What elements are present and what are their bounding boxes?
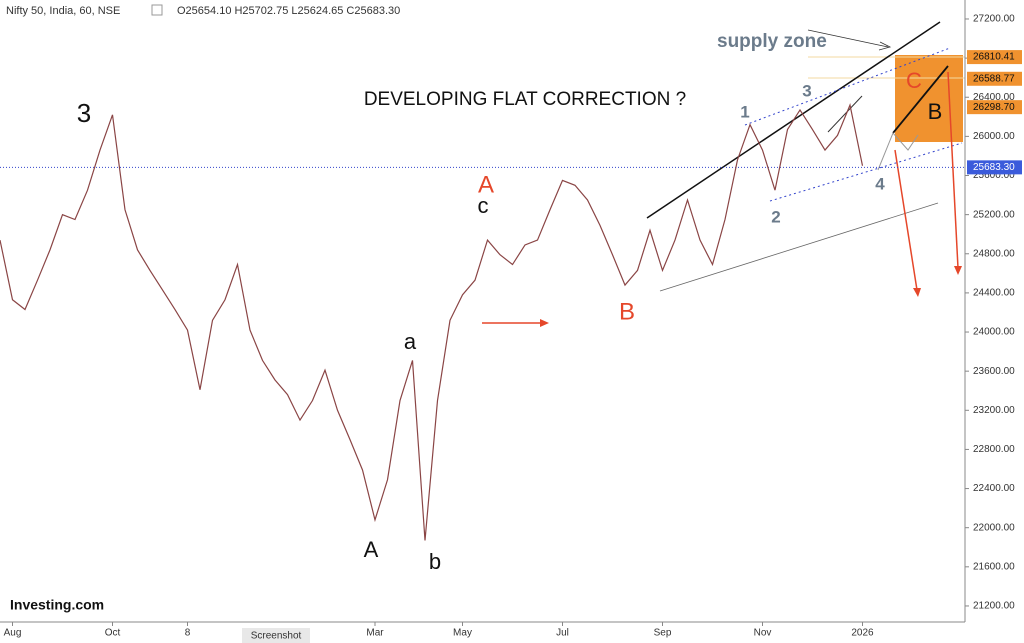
y-tick-label: 22000.00: [973, 522, 1015, 533]
price-label-box: [967, 100, 1022, 115]
trend-line: [659, 202, 939, 292]
x-tick-label: Mar: [366, 628, 384, 639]
annotation: 3: [802, 81, 811, 100]
x-tick-label: Sep: [654, 628, 672, 639]
annotation: 2: [771, 207, 780, 226]
y-tick-label: 23600.00: [973, 366, 1015, 377]
tab-label[interactable]: Screenshot: [251, 631, 302, 642]
symbol: Nifty 50, India, 60, NSE: [6, 5, 120, 17]
y-tick-label: 26000.00: [973, 131, 1015, 142]
wave-line: [827, 95, 863, 133]
last-price-box: [967, 160, 1022, 175]
channel-line: [769, 142, 963, 202]
annotation: A: [478, 171, 494, 198]
icon: [151, 4, 163, 16]
y-tick-label: 25600.00: [973, 170, 1015, 181]
annotation: 4: [875, 174, 885, 193]
x-tick-label: 8: [185, 628, 191, 639]
annotation: A: [364, 537, 379, 562]
price-label-box: [967, 50, 1022, 65]
arrow-head: [913, 288, 921, 297]
arrow-head: [878, 41, 892, 51]
arrow-head: [540, 319, 549, 327]
price-label: 26588.77: [973, 73, 1015, 84]
y-tick-label: 24000.00: [973, 327, 1015, 338]
x-tick-label: Jul: [556, 628, 569, 639]
y-tick-label: 22400.00: [973, 483, 1015, 494]
channel-line: [744, 47, 951, 126]
annotation: supply zone: [717, 31, 827, 52]
price-label-box: [967, 71, 1022, 86]
x-tick-label: May: [453, 628, 472, 639]
annotation: a: [404, 329, 417, 354]
y-tick-label: 21600.00: [973, 561, 1015, 572]
drawings: [482, 21, 965, 327]
x-tick-label: Oct: [105, 628, 121, 639]
y-tick-label: 24400.00: [973, 288, 1015, 299]
annotation: B: [928, 99, 943, 124]
annotation: 1: [740, 102, 749, 121]
price-label: 26810.41: [973, 52, 1015, 63]
last-price-label: 25683.30: [973, 162, 1015, 173]
arrow: [894, 149, 918, 291]
y-tick-label: 27200.00: [973, 14, 1015, 25]
annotation: b: [429, 549, 441, 574]
target-box: [895, 55, 963, 142]
annotation: c: [478, 193, 489, 218]
arrow-head: [954, 266, 962, 275]
wave-line: [892, 65, 949, 134]
y-tick-label: 24800.00: [973, 248, 1015, 259]
x-tick-label: Aug: [4, 628, 22, 639]
wave-line: [877, 132, 919, 171]
tab[interactable]: [242, 628, 310, 643]
annotation: B: [619, 298, 635, 325]
y-tick-label: 26400.00: [973, 92, 1015, 103]
price-line: [0, 103, 864, 541]
annotation: C: [906, 68, 922, 93]
y-tick-label: 23200.00: [973, 405, 1015, 416]
annotation: 3: [77, 98, 91, 128]
chart-title: DEVELOPING FLAT CORRECTION ?: [364, 89, 686, 110]
arrow: [947, 71, 959, 269]
y-tick-label: 22800.00: [973, 444, 1015, 455]
y-tick-label: 21200.00: [973, 601, 1015, 612]
logo: Investing.com: [10, 597, 104, 613]
y-tick-label: 25200.00: [973, 209, 1015, 220]
arrow: [807, 29, 889, 48]
x-tick-label: 2026: [851, 628, 874, 639]
x-tick-label: Nov: [754, 628, 772, 639]
ohlc: O25654.10 H25702.75 L25624.65 C25683.30: [177, 5, 400, 17]
price-label: 26298.70: [973, 102, 1015, 113]
